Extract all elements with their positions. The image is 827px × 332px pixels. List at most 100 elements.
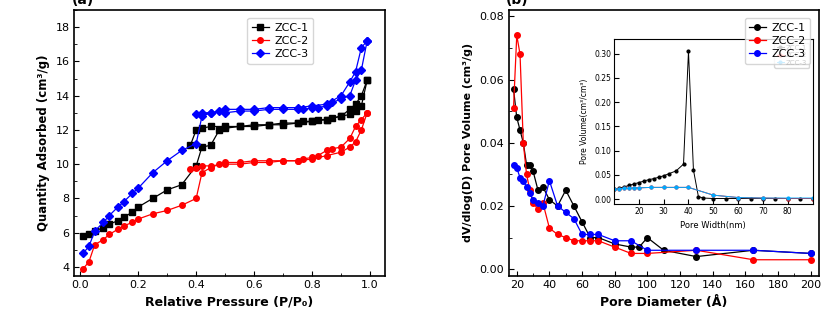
ZCC-1	[362, 78, 372, 82]
ZCC-3	[98, 220, 108, 224]
ZCC-2	[528, 201, 538, 205]
ZCC-2	[197, 171, 207, 175]
ZCC-2	[544, 226, 554, 230]
ZCC-2	[594, 239, 604, 243]
ZCC-3	[220, 107, 230, 111]
ZCC-2	[691, 248, 701, 252]
ZCC-2	[577, 239, 587, 243]
ZCC-1	[214, 128, 224, 132]
ZCC-3	[336, 94, 346, 98]
ZCC-3	[538, 204, 547, 208]
ZCC-2	[133, 217, 143, 221]
ZCC-1	[220, 126, 230, 130]
ZCC-1	[293, 121, 303, 125]
ZCC-3	[515, 176, 525, 180]
ZCC-3	[119, 200, 129, 204]
ZCC-3	[133, 186, 143, 190]
ZCC-3	[235, 107, 245, 111]
ZCC-3	[322, 102, 332, 106]
ZCC-2	[148, 212, 158, 216]
ZCC-3	[351, 70, 361, 74]
ZCC-3	[127, 191, 137, 195]
ZCC-3	[264, 106, 274, 110]
ZCC-1	[90, 229, 100, 233]
ZCC-3	[307, 104, 317, 108]
ZCC-2	[206, 166, 216, 170]
ZCC-1	[658, 248, 668, 252]
ZCC-1	[356, 94, 366, 98]
Line: ZCC-2: ZCC-2	[80, 110, 370, 272]
ZCC-2	[509, 106, 519, 110]
ZCC-3	[577, 232, 587, 236]
ZCC-1	[345, 107, 355, 111]
ZCC-1	[79, 234, 88, 238]
ZCC-1	[586, 236, 595, 240]
ZCC-1	[264, 123, 274, 127]
ZCC-3	[356, 46, 366, 50]
ZCC-2	[79, 267, 88, 271]
ZCC-3	[609, 239, 619, 243]
ZCC-1	[278, 123, 288, 127]
ZCC-1	[594, 236, 604, 240]
ZCC-1	[148, 197, 158, 201]
ZCC-3	[552, 204, 562, 208]
ZCC-2	[351, 140, 361, 144]
ZCC-2	[113, 227, 123, 231]
ZCC-1	[322, 118, 332, 122]
ZCC-3	[512, 166, 522, 170]
ZCC-1	[113, 219, 123, 223]
ZCC-3	[79, 251, 88, 255]
Line: ZCC-1: ZCC-1	[80, 77, 370, 239]
ZCC-2	[515, 52, 525, 56]
ZCC-2	[643, 251, 653, 255]
ZCC-3	[197, 114, 207, 118]
ZCC-1	[509, 87, 519, 91]
ZCC-1	[336, 114, 346, 118]
ZCC-3	[249, 107, 259, 111]
ZCC-1	[177, 183, 187, 187]
ZCC-3	[594, 232, 604, 236]
ZCC-3	[104, 213, 114, 217]
ZCC-3	[525, 191, 535, 195]
ZCC-1	[119, 215, 129, 219]
ZCC-1	[307, 119, 317, 123]
ZCC-1	[561, 188, 571, 192]
ZCC-2	[127, 220, 137, 224]
ZCC-2	[322, 154, 332, 158]
ZCC-3	[691, 248, 701, 252]
ZCC-2	[307, 157, 317, 161]
ZCC-1	[191, 164, 201, 168]
Y-axis label: dV/dlog(D) Pore Volume (cm³/g): dV/dlog(D) Pore Volume (cm³/g)	[463, 43, 473, 242]
ZCC-2	[538, 201, 547, 205]
ZCC-2	[626, 251, 636, 255]
ZCC-2	[214, 162, 224, 166]
Y-axis label: Quantity Adsorbed (cm³/g): Quantity Adsorbed (cm³/g)	[37, 54, 50, 231]
ZCC-3	[522, 185, 532, 189]
ZCC-3	[586, 232, 595, 236]
ZCC-2	[264, 159, 274, 163]
ZCC-1	[528, 169, 538, 173]
ZCC-3	[191, 142, 201, 146]
ZCC-2	[362, 111, 372, 115]
ZCC-1	[634, 245, 644, 249]
ZCC-1	[538, 185, 547, 189]
ZCC-3	[345, 80, 355, 84]
Line: ZCC-1: ZCC-1	[511, 86, 813, 259]
ZCC-2	[512, 33, 522, 37]
ZCC-3	[533, 201, 543, 205]
X-axis label: Relative Pressure (P/P₀): Relative Pressure (P/P₀)	[146, 296, 313, 309]
ZCC-2	[84, 260, 94, 264]
ZCC-2	[90, 243, 100, 247]
ZCC-3	[643, 248, 653, 252]
ZCC-3	[805, 251, 815, 255]
X-axis label: Pore Diameter (Å): Pore Diameter (Å)	[600, 296, 728, 309]
ZCC-2	[293, 159, 303, 163]
ZCC-1	[748, 248, 758, 252]
ZCC-1	[544, 198, 554, 202]
ZCC-1	[552, 204, 562, 208]
ZCC-1	[104, 222, 114, 226]
ZCC-3	[626, 239, 636, 243]
ZCC-1	[691, 255, 701, 259]
ZCC-1	[569, 204, 579, 208]
ZCC-1	[249, 124, 259, 128]
